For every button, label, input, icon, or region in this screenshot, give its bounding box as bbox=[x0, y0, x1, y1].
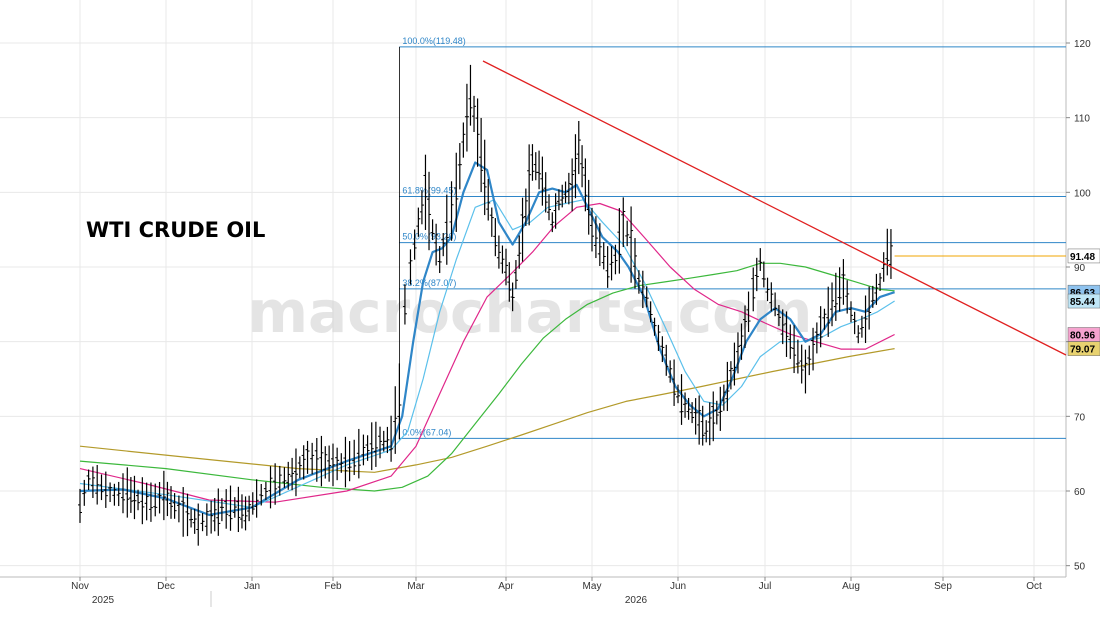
x-tick-label: Aug bbox=[842, 581, 860, 592]
y-tick-label: 70 bbox=[1074, 412, 1086, 423]
x-tick-label: Jun bbox=[670, 581, 686, 592]
y-tick-label: 90 bbox=[1074, 263, 1086, 274]
fib-level-label: 0.0%(67.04) bbox=[402, 427, 451, 437]
ma-badge: 80.96 bbox=[1070, 330, 1095, 341]
watermark-text: macrocharts.com bbox=[248, 278, 813, 346]
x-tick-label: Mar bbox=[407, 581, 425, 592]
x-tick-label: Jan bbox=[244, 581, 260, 592]
x-tick-label: May bbox=[583, 581, 602, 592]
ma-fast2-line bbox=[79, 199, 895, 508]
y-tick-label: 100 bbox=[1074, 188, 1091, 199]
ma-badge: 85.44 bbox=[1070, 297, 1095, 308]
y-tick-label: 110 bbox=[1074, 114, 1090, 125]
fib-level-label: 38.2%(87.07) bbox=[402, 278, 456, 288]
ma-badge: 86.63 bbox=[1070, 288, 1095, 299]
x-tick-label: Apr bbox=[498, 581, 514, 592]
ma-badge-bg bbox=[1067, 293, 1100, 309]
chart-title: WTI CRUDE OIL bbox=[86, 218, 265, 242]
trend-line bbox=[482, 60, 1067, 356]
ma-olive-line bbox=[79, 348, 895, 473]
ma-badge: 79.07 bbox=[1070, 345, 1095, 356]
ma-green-line bbox=[79, 262, 895, 492]
x-tick-label: Oct bbox=[1026, 581, 1042, 592]
ma-pink-line bbox=[79, 202, 895, 503]
x-year-label: 2025 bbox=[92, 595, 115, 606]
last-price-badge: 91.48 bbox=[1070, 252, 1095, 263]
fib-level-label: 100.0%(119.48) bbox=[402, 36, 465, 46]
x-year-label: 2026 bbox=[625, 595, 648, 606]
x-tick-label: Nov bbox=[71, 581, 89, 592]
y-tick-label: 50 bbox=[1074, 562, 1086, 573]
last-price-badge-bg bbox=[1067, 248, 1100, 264]
x-tick-label: Dec bbox=[157, 581, 175, 592]
x-tick-label: Jul bbox=[759, 581, 772, 592]
y-tick-label: 120 bbox=[1074, 39, 1091, 50]
y-tick-label: 60 bbox=[1074, 487, 1086, 498]
ma-badge-bg bbox=[1067, 341, 1100, 356]
x-tick-label: Sep bbox=[934, 581, 952, 592]
x-tick-label: Feb bbox=[324, 581, 342, 592]
